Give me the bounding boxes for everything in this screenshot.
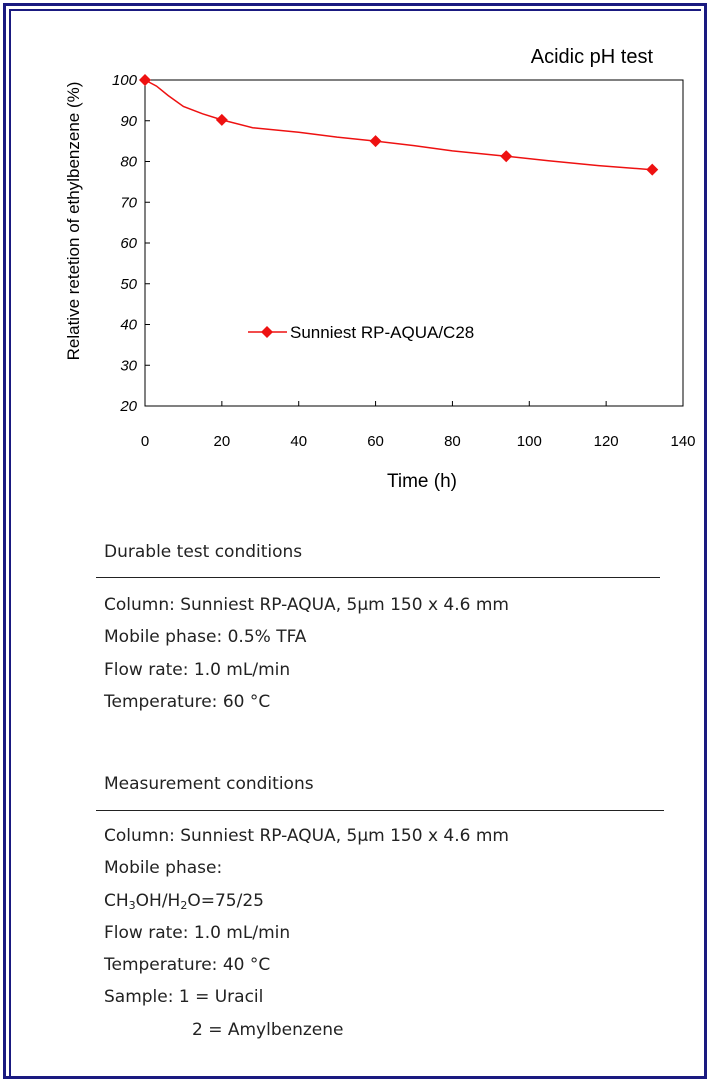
measurement-section: Measurement conditions — [104, 768, 314, 800]
data-point — [500, 150, 513, 163]
series-line — [144, 79, 653, 171]
outer-frame — [3, 3, 707, 1079]
chart: 20 30 40 50 60 70 80 90 100 0 20 40 60 80 100 120 140 Aci… — [64, 46, 696, 492]
measurement-list: Column: Sunniest RP-AQUA, 5µm 150 x 4.6 … — [104, 820, 509, 1046]
data-point — [139, 74, 151, 86]
legend-label: Sunniest RP-AQUA/C28 — [290, 323, 474, 342]
durable-temperature: Temperature: 60 °C — [104, 691, 271, 712]
durable-section: Durable test conditions — [104, 536, 302, 568]
chart-title: Acidic pH test — [531, 46, 654, 68]
x-tick-label: 100 — [517, 433, 542, 450]
data-point — [369, 135, 382, 148]
y-tick-label: 80 — [120, 154, 137, 171]
y-tick-label: 30 — [120, 357, 137, 374]
durable-mobile-phase: Mobile phase: 0.5% TFA — [104, 627, 307, 648]
y-tick-label: 90 — [120, 113, 137, 130]
measurement-rule — [96, 810, 664, 811]
legend-marker — [261, 326, 273, 338]
y-tick-label: 100 — [112, 72, 138, 89]
measurement-sample-1: Sample: 1 = Uracil — [104, 987, 264, 1008]
x-tick-label: 60 — [367, 433, 384, 450]
measurement-flow-rate: Flow rate: 1.0 mL/min — [104, 922, 291, 943]
measurement-mobile-phase-formula: CH3OH/H2O=75/25 — [104, 890, 264, 912]
durable-column: Column: Sunniest RP-AQUA, 5µm 150 x 4.6 … — [104, 595, 509, 615]
measurement-title: Measurement conditions — [104, 774, 314, 794]
durable-rule — [96, 577, 660, 578]
measurement-temperature: Temperature: 40 °C — [104, 955, 271, 976]
y-tick-label: 40 — [120, 317, 137, 334]
x-tick-label: 40 — [290, 433, 307, 450]
y-tick-label: 70 — [120, 194, 137, 211]
y-axis-label: Relative retetion of ethylbenzene (%) — [64, 82, 83, 361]
durable-title: Durable test conditions — [104, 542, 303, 562]
data-point — [646, 163, 659, 176]
x-tick-label: 20 — [214, 433, 231, 450]
x-tick-label: 0 — [141, 433, 149, 450]
measurement-sample-2: 2 = Amylbenzene — [192, 1019, 344, 1040]
y-tick-label: 50 — [120, 276, 137, 293]
y-tick-label: 20 — [119, 398, 137, 415]
y-tick-label: 60 — [120, 235, 137, 252]
x-axis-label: Time (h) — [387, 471, 457, 492]
durable-flow-rate: Flow rate: 1.0 mL/min — [104, 659, 291, 680]
measurement-mobile-phase-label: Mobile phase: — [104, 858, 223, 879]
x-tick-label: 80 — [444, 433, 461, 450]
data-point — [215, 113, 228, 126]
plot-area — [144, 79, 684, 407]
x-tick-label: 120 — [594, 433, 619, 450]
durable-list: Column: Sunniest RP-AQUA, 5µm 150 x 4.6 … — [104, 589, 509, 718]
inner-frame — [9, 9, 701, 1079]
measurement-column: Column: Sunniest RP-AQUA, 5µm 150 x 4.6 … — [104, 826, 509, 846]
x-tick-label: 140 — [670, 433, 695, 450]
